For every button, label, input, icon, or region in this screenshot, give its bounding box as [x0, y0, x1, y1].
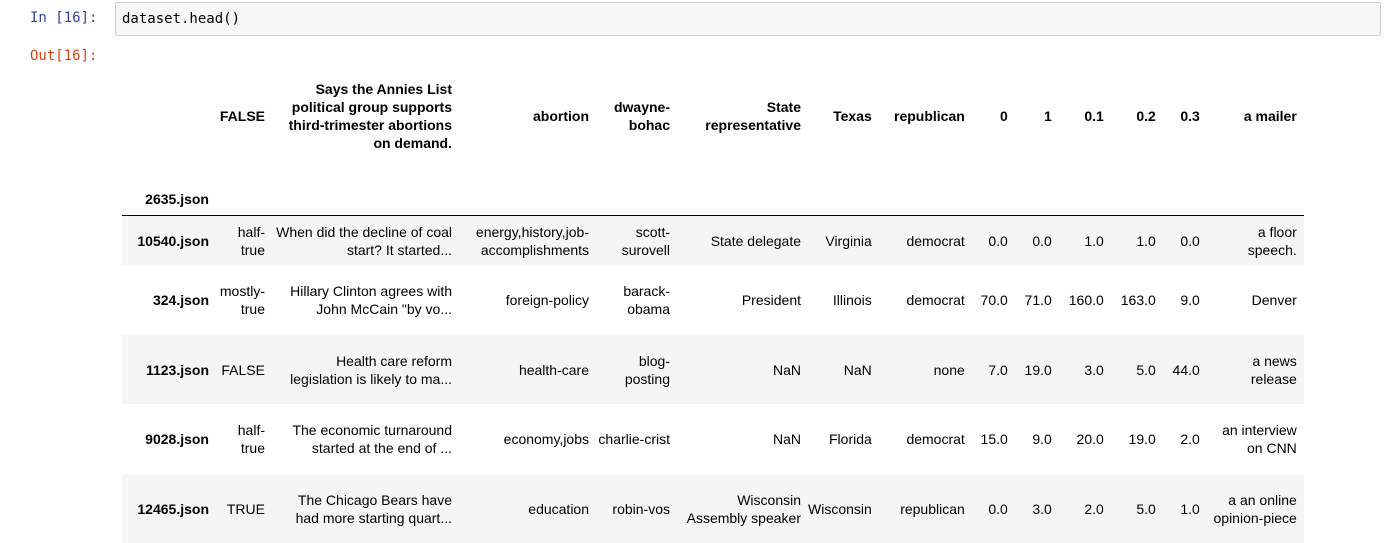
table-cell: Wisconsin — [808, 500, 872, 517]
index-name-row: 2635.json — [122, 173, 1304, 216]
table-cell: economy,jobs — [503, 431, 589, 447]
table-cell: When did the decline of coal start? It s… — [276, 223, 452, 258]
row-index: 10540.json — [137, 232, 209, 249]
table-cell: 15.0 — [980, 431, 1008, 447]
table-cell: 163.0 — [1120, 292, 1156, 308]
table-row: 12465.json TRUE The Chicago Bears have h… — [122, 474, 1304, 543]
table-cell: half-true — [237, 223, 265, 258]
index-header-blank — [122, 58, 216, 173]
table-cell: 3.0 — [1084, 361, 1104, 378]
table-cell: NaN — [772, 431, 801, 447]
row-index: 324.json — [152, 292, 209, 308]
table-cell: 1.0 — [1136, 232, 1156, 249]
row-index: 1123.json — [145, 361, 209, 378]
table-cell: NaN — [772, 361, 801, 378]
row-index: 12465.json — [137, 500, 209, 517]
table-cell: 7.0 — [988, 361, 1008, 378]
table-cell: 0.0 — [1180, 232, 1200, 249]
table-cell: Wisconsin Assembly speaker — [686, 491, 801, 526]
table-cell: Illinois — [832, 292, 872, 308]
column-header: 0.1 — [1084, 107, 1104, 124]
column-header: Says the Annies List political group sup… — [288, 80, 452, 151]
table-cell: Health care reform legislation is likely… — [290, 352, 452, 387]
table-cell: a floor speech. — [1247, 223, 1297, 258]
table-cell: 5.0 — [1136, 361, 1156, 378]
table-cell: 160.0 — [1068, 292, 1104, 308]
table-cell: 2.0 — [1180, 431, 1200, 447]
column-header: 1 — [1044, 107, 1052, 124]
table-cell: charlie-crist — [598, 431, 670, 447]
column-header-row: FALSE Says the Annies List political gro… — [122, 58, 1304, 173]
column-header: Texas — [833, 107, 872, 124]
table-cell: health-care — [518, 361, 589, 378]
column-header: FALSE — [219, 107, 265, 124]
table-cell: barack-obama — [623, 283, 670, 317]
table-cell: 19.0 — [1128, 431, 1156, 447]
table-cell: TRUE — [226, 500, 265, 517]
output-prompt: Out[16]: — [30, 48, 98, 64]
column-header: 0.3 — [1180, 107, 1200, 124]
table-cell: Virginia — [825, 232, 872, 249]
code-text[interactable]: dataset.head() — [122, 11, 241, 27]
table-cell: 20.0 — [1076, 431, 1104, 447]
table-cell: Hillary Clinton agrees with John McCain … — [290, 283, 452, 317]
table-cell: republican — [900, 500, 965, 517]
table-cell: NaN — [843, 361, 872, 378]
table-cell: 70.0 — [980, 292, 1008, 308]
table-cell: 19.0 — [1024, 361, 1052, 378]
column-header: republican — [894, 107, 965, 124]
table-cell: Denver — [1251, 292, 1297, 308]
table-cell: 9.0 — [1032, 431, 1052, 447]
dataframe-table: FALSE Says the Annies List political gro… — [122, 58, 1304, 543]
table-cell: 5.0 — [1136, 500, 1156, 517]
table-cell: foreign-policy — [505, 292, 589, 308]
table-cell: a an online opinion-piece — [1213, 491, 1297, 526]
table-cell: The economic turnaround started at the e… — [292, 422, 452, 456]
table-cell: The Chicago Bears have had more starting… — [295, 491, 452, 526]
table-cell: 1.0 — [1084, 232, 1104, 249]
table-cell: democrat — [906, 431, 965, 447]
table-cell: robin-vos — [612, 500, 670, 517]
index-name: 2635.json — [145, 191, 209, 207]
table-cell: Florida — [829, 431, 872, 447]
table-cell: State delegate — [710, 232, 801, 249]
table-cell: an interview on CNN — [1222, 422, 1297, 456]
column-header: a mailer — [1243, 107, 1297, 124]
table-row: 324.json mostly-true Hillary Clinton agr… — [122, 265, 1304, 335]
column-header: 0 — [1000, 107, 1008, 124]
table-cell: mostly-true — [219, 283, 265, 317]
table-cell: blog-posting — [624, 352, 670, 387]
row-index: 9028.json — [145, 431, 209, 447]
table-cell: 71.0 — [1024, 292, 1052, 308]
table-cell: 0.0 — [988, 500, 1008, 517]
table-cell: none — [933, 361, 965, 378]
table-cell: 2.0 — [1084, 500, 1104, 517]
table-cell: 9.0 — [1180, 292, 1200, 308]
code-input-cell[interactable]: dataset.head() — [115, 2, 1381, 36]
column-header: dwayne-bohac — [613, 98, 670, 133]
column-header: abortion — [533, 107, 589, 124]
table-cell: democrat — [906, 292, 965, 308]
table-cell: a news release — [1250, 352, 1297, 387]
table-row: 9028.json half-true The economic turnaro… — [122, 404, 1304, 474]
table-cell: half-true — [237, 422, 265, 456]
table-cell: 1.0 — [1180, 500, 1200, 517]
table-cell: democrat — [906, 232, 965, 249]
table-cell: scott-surovell — [621, 223, 670, 258]
table-cell: 0.0 — [988, 232, 1008, 249]
table-cell: 0.0 — [1032, 232, 1052, 249]
table-row: 1123.json FALSE Health care reform legis… — [122, 335, 1304, 404]
table-cell: 3.0 — [1032, 500, 1052, 517]
input-prompt: In [16]: — [30, 10, 98, 26]
table-cell: President — [741, 292, 801, 308]
table-cell: FALSE — [221, 361, 265, 378]
table-cell: energy,history,job-accomplishments — [475, 223, 589, 258]
table-cell: education — [528, 500, 589, 517]
output-area: FALSE Says the Annies List political gro… — [122, 58, 1382, 543]
column-header: 0.2 — [1136, 107, 1156, 124]
column-header: State representative — [705, 98, 801, 133]
table-cell: 44.0 — [1172, 361, 1200, 378]
table-row: 10540.json half-true When did the declin… — [122, 215, 1304, 265]
